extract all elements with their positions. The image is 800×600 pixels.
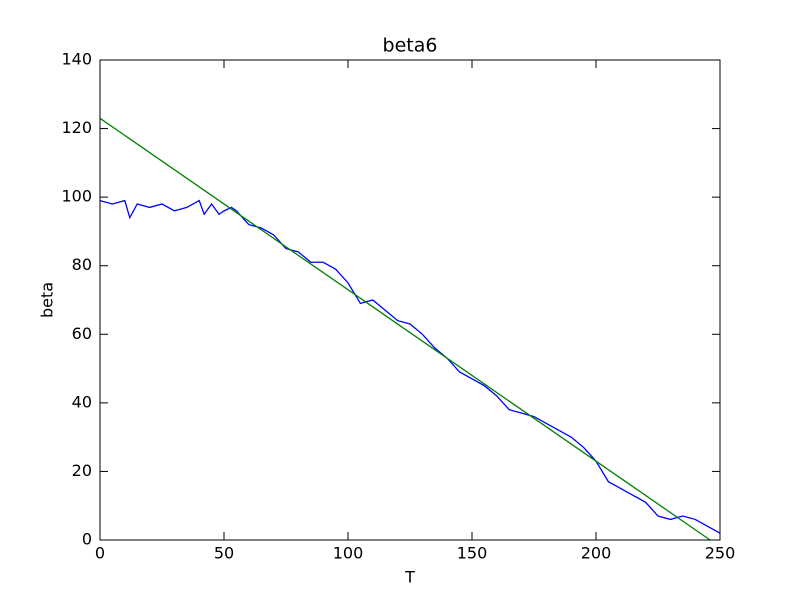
y-tick-label: 100 — [61, 187, 92, 206]
y-tick-label: 120 — [61, 118, 92, 137]
y-tick-label: 140 — [61, 50, 92, 69]
x-tick-label: 50 — [214, 544, 234, 563]
plot-frame — [99, 59, 721, 541]
x-tick-label: 100 — [333, 544, 364, 563]
y-tick-label: 20 — [72, 461, 92, 480]
x-tick-label: 150 — [457, 544, 488, 563]
x-tick-label: 250 — [705, 544, 736, 563]
x-axis-label: T — [404, 568, 415, 587]
y-tick-label: 40 — [72, 392, 92, 411]
x-tick-label: 200 — [581, 544, 612, 563]
y-tick-label: 0 — [82, 530, 92, 549]
y-tick-label: 60 — [72, 324, 92, 343]
data-line — [99, 199, 721, 534]
chart-title: beta6 — [383, 35, 438, 57]
x-tick-label: 0 — [95, 544, 105, 563]
y-axis-label: beta — [38, 282, 57, 318]
y-tick-label: 80 — [72, 255, 92, 274]
data-line — [99, 117, 711, 541]
